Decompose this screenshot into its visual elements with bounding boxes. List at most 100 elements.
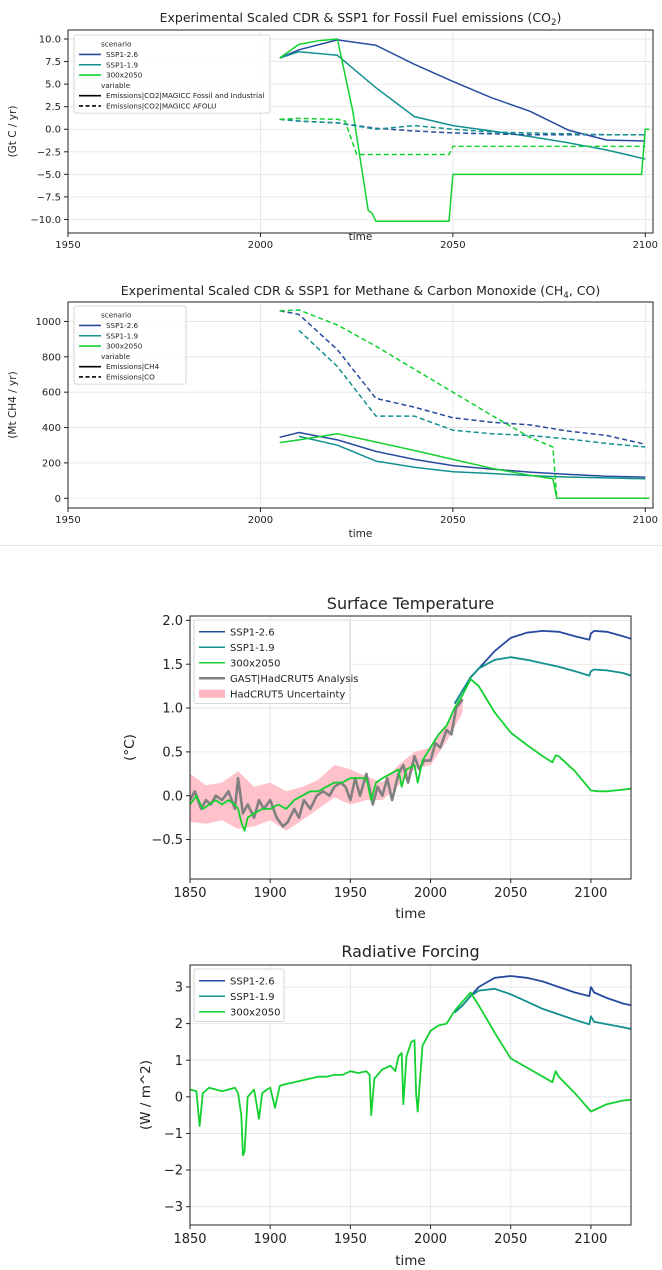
y-axis-label: (Gt C / yr) xyxy=(7,106,19,158)
legend-label-ssp1-1-9: SSP1-1.9 xyxy=(106,60,138,69)
x-tick-label: 2100 xyxy=(633,515,658,526)
legend-label-300x2050: 300x2050 xyxy=(106,342,143,351)
x-axis-label: time xyxy=(349,231,373,243)
y-axis-label: (W / m^2) xyxy=(138,1060,154,1130)
x-tick-label: 1850 xyxy=(173,886,206,901)
y-tick-label: 200 xyxy=(42,458,61,469)
x-tick-label: 2100 xyxy=(574,886,607,901)
series-line-300x2050 xyxy=(190,991,631,1157)
legend-label-ssp1-1-9: SSP1-1.9 xyxy=(230,992,275,1003)
legend-label-300x2050: 300x2050 xyxy=(230,658,280,669)
y-tick-label: 0.5 xyxy=(162,745,183,760)
series-line-ssp1-2-6 xyxy=(453,975,631,1014)
x-tick-label: 1950 xyxy=(334,1232,367,1247)
series-line-ssp1-1-9-magicc-afolu xyxy=(279,118,646,136)
legend-label-ssp1-2-6: SSP1-2.6 xyxy=(106,50,138,59)
series-line-ssp1-2-6-magicc-fossil-and-industrial xyxy=(279,39,646,142)
series-line-300x2050-co xyxy=(279,309,650,500)
legend-box xyxy=(73,34,271,114)
legend-header: variable xyxy=(101,81,131,90)
y-tick-label: 1 xyxy=(175,1054,183,1069)
chart-title: Experimental Scaled CDR & SSP1 for Fossi… xyxy=(160,10,562,28)
chart-title: Surface Temperature xyxy=(327,594,494,613)
y-tick-label: 0 xyxy=(175,1090,183,1105)
x-tick-label: 2000 xyxy=(248,240,273,251)
y-tick-label: 0.0 xyxy=(162,789,183,804)
legend-label-ssp1-2-6: SSP1-2.6 xyxy=(230,627,275,638)
x-tick-label: 2050 xyxy=(440,515,465,526)
y-tick-label: 800 xyxy=(42,352,61,363)
y-tick-label: 0 xyxy=(55,494,61,505)
x-axis-label: time xyxy=(395,1253,426,1269)
series-line-ssp1-1-9-co xyxy=(298,329,646,448)
legend-label-ssp1-1-9: SSP1-1.9 xyxy=(106,331,138,340)
series-line-300x2050 xyxy=(190,678,631,832)
y-tick-label: 5.0 xyxy=(45,80,61,91)
series-line-ssp1-1-9-magicc-fossil-and-industrial xyxy=(279,50,646,160)
y-tick-label: 0.0 xyxy=(45,125,61,136)
x-tick-label: 1950 xyxy=(55,240,80,251)
series-line-ssp1-1-9 xyxy=(453,656,631,705)
legend-label-300x2050: 300x2050 xyxy=(106,71,143,80)
plot-frame xyxy=(189,964,632,1226)
series-line-ssp1-1-9 xyxy=(453,987,631,1030)
x-tick-label: 1950 xyxy=(334,886,367,901)
plot-frame xyxy=(189,615,632,880)
y-tick-label: 600 xyxy=(42,388,61,399)
legend-header: variable xyxy=(101,352,131,361)
x-tick-label: 2000 xyxy=(248,515,273,526)
y-tick-label: 1000 xyxy=(36,317,61,328)
chart-title: Experimental Scaled CDR & SSP1 for Metha… xyxy=(121,283,600,301)
series-line-300x2050-magicc-fossil-and-industrial xyxy=(279,38,650,223)
legend: SSP1-2.6 SSP1-1.9 300x2050 xyxy=(193,968,285,1022)
y-tick-label: −10.0 xyxy=(30,215,61,226)
y-tick-label: −0.5 xyxy=(151,833,183,848)
y-axis-label: (°C) xyxy=(122,734,138,761)
legend-header: scenario xyxy=(101,40,131,49)
series-line-ssp1-1-9-ch4 xyxy=(298,435,646,480)
y-tick-label: 10.0 xyxy=(39,35,61,46)
x-tick-label: 2050 xyxy=(440,240,465,251)
y-axis-label: (Mt CH4 / yr) xyxy=(7,371,19,438)
legend-label-ssp1-1-9: SSP1-1.9 xyxy=(230,643,275,654)
legend-box xyxy=(193,968,285,1022)
ch4-co-emissions-chart: 1950 2000 2050 210010008006004002000Experim… xyxy=(7,283,658,540)
y-tick-label: 3 xyxy=(175,981,183,996)
series-line-300x2050-ch4 xyxy=(279,432,650,500)
y-tick-label: 1.0 xyxy=(162,702,183,717)
legend-swatch-hadcrut5-uncertainty xyxy=(199,689,225,698)
y-tick-label: −2.5 xyxy=(37,147,61,158)
x-axis-label: time xyxy=(349,528,373,540)
series-line-ssp1-2-6-co xyxy=(279,310,646,446)
legend-label-gast-hadcrut5-analysis: GAST|HadCRUT5 Analysis xyxy=(230,674,359,685)
x-tick-label: 1900 xyxy=(254,1232,287,1247)
x-tick-label: 1850 xyxy=(173,1232,206,1247)
x-tick-label: 1900 xyxy=(254,886,287,901)
surface-temperature-chart: 1850 1900 1950 2000 2050 2100 2.0 1.5 1.0 0.5 0.0 −… xyxy=(122,594,632,922)
y-tick-label: 400 xyxy=(42,423,61,434)
legend-label-emissions-co: Emissions|CO xyxy=(106,372,155,381)
radiative-forcing-chart: 1850 1900 1950 2000 2050 2100 3 2 1 0 −1 −2 −3 Radiat… xyxy=(138,942,632,1269)
x-tick-label: 1950 xyxy=(55,515,80,526)
legend-label-emissions-co2-magicc-afolu: Emissions|CO2|MAGICC AFOLU xyxy=(106,101,216,110)
y-tick-label: 2 xyxy=(175,1017,183,1032)
x-tick-label: 2100 xyxy=(574,1232,607,1247)
series-line-300x2050-magicc-afolu xyxy=(279,117,646,156)
legend-label-ssp1-2-6: SSP1-2.6 xyxy=(230,976,275,987)
y-tick-label: 2.5 xyxy=(45,102,61,113)
chart-title: Radiative Forcing xyxy=(341,942,479,961)
legend-label-300x2050: 300x2050 xyxy=(230,1007,280,1018)
x-tick-label: 2000 xyxy=(414,886,447,901)
y-tick-label: 2.0 xyxy=(162,614,183,629)
x-tick-label: 2050 xyxy=(494,1232,527,1247)
x-tick-label: 2000 xyxy=(414,1232,447,1247)
plot-frame xyxy=(67,29,654,234)
x-axis-label: time xyxy=(395,906,426,922)
y-tick-label: −5.0 xyxy=(37,170,61,181)
y-tick-label: −1 xyxy=(164,1127,183,1142)
y-tick-label: −2 xyxy=(164,1164,183,1179)
legend-label-ssp1-2-6: SSP1-2.6 xyxy=(106,321,138,330)
legend-label-emissions-co2-magicc-fossil-and-industrial: Emissions|CO2|MAGICC Fossil and Industri… xyxy=(106,91,264,100)
panel-divider xyxy=(0,545,662,546)
